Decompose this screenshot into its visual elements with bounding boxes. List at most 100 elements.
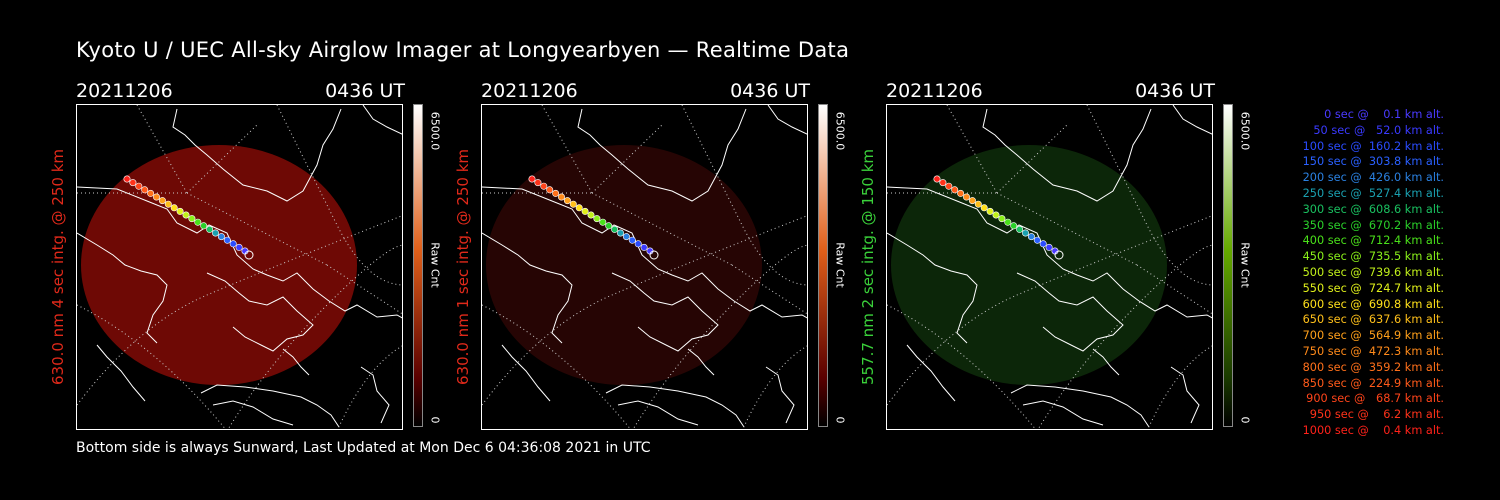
trajectory-altitude-legend: 0 sec @ 0.1 km alt. 50 sec @ 52.0 km alt.… (1262, 108, 1444, 440)
legend-row: 850 sec @ 224.9 km alt. (1302, 376, 1444, 390)
trajectory-point (581, 207, 589, 215)
trajectory-point (587, 211, 595, 219)
coastline (1016, 272, 1124, 352)
trajectory-point (1027, 233, 1035, 241)
coastline (482, 186, 807, 319)
colorbar-min-text: 0 (833, 416, 847, 424)
coastline (887, 186, 1212, 319)
trajectory-point (634, 240, 642, 248)
graticule-line (591, 124, 663, 194)
coastline (96, 344, 146, 402)
legend-row: 650 sec @ 637.6 km alt. (1302, 313, 1444, 327)
legend-row: 700 sec @ 564.9 km alt. (1302, 329, 1444, 343)
trajectory-point (188, 215, 196, 223)
colorbar-min-label: 0 (428, 410, 442, 430)
graticule-line (186, 124, 258, 194)
graticule-line (541, 105, 593, 194)
trajectory-point (563, 197, 571, 205)
trajectory-point (593, 215, 601, 223)
airglow-disk (81, 145, 357, 385)
allsky-map-image (76, 104, 403, 430)
trajectory-point (153, 193, 161, 201)
trajectory-point (158, 197, 166, 205)
coastline (906, 344, 956, 402)
coastline (362, 105, 402, 135)
footer-note: Bottom side is always Sunward, Last Upda… (76, 440, 651, 456)
trajectory-point (164, 200, 172, 208)
colorbar (413, 104, 423, 427)
trajectory-point (123, 175, 131, 183)
colorbar-min-text: 0 (1238, 416, 1252, 424)
colorbar-max-label: 6500.0 (833, 104, 847, 158)
colorbar-max-label: 6500.0 (428, 104, 442, 158)
legend-row: 150 sec @ 303.8 km alt. (1302, 155, 1444, 169)
panel-557nm-2sec: 20211206 0436 UT 557.7 nm 2 sec intg. @ … (859, 80, 1291, 440)
graticule-line (731, 264, 807, 315)
trajectory-point (147, 189, 155, 197)
trajectory-point (212, 229, 220, 237)
colorbar-min-text: 0 (428, 416, 442, 424)
graticule-line (227, 244, 402, 429)
allsky-map-svg (887, 105, 1212, 429)
trajectory-point (569, 200, 577, 208)
trajectory-point (1033, 236, 1041, 244)
legend-row: 950 sec @ 6.2 km alt. (1309, 408, 1444, 422)
legend-row: 750 sec @ 472.3 km alt. (1302, 344, 1444, 358)
coastline (1010, 384, 1150, 428)
legend-row: 500 sec @ 739.6 km alt. (1302, 265, 1444, 279)
trajectory-point (1004, 218, 1012, 226)
colorbar (818, 104, 828, 427)
trajectory-point (528, 175, 536, 183)
panel-date: 20211206 (76, 80, 173, 102)
legend-row: 0 sec @ 0.1 km alt. (1324, 108, 1444, 121)
trajectory-point (998, 215, 1006, 223)
trajectory-point (540, 182, 548, 190)
colorbar-max-text: 6500.0 (428, 111, 442, 151)
graticule-line (482, 215, 807, 406)
graticule-line (1037, 244, 1212, 429)
trajectory-point (980, 204, 988, 212)
airglow-disk (486, 145, 762, 385)
colorbar-min-label: 0 (833, 410, 847, 430)
coastline (282, 348, 310, 376)
panel-ylabel: 630.0 nm 4 sec intg. @ 250 km (48, 104, 68, 430)
coastline (887, 232, 978, 344)
coastline (206, 272, 314, 352)
legend-row: 350 sec @ 670.2 km alt. (1302, 218, 1444, 232)
graticule-line (1147, 345, 1212, 429)
coastline (482, 232, 573, 344)
colorbar-unit-text: Raw Cnt (1238, 242, 1252, 288)
allsky-map-svg (482, 105, 807, 429)
panel-630nm-4sec: 20211206 0436 UT 630.0 nm 4 sec intg. @ … (49, 80, 481, 440)
panel-date: 20211206 (481, 80, 578, 102)
trajectory-point (611, 225, 619, 233)
graticule-line (77, 215, 402, 406)
trajectory-point (622, 233, 630, 241)
trajectory-point (552, 189, 560, 197)
graticule-line (632, 244, 807, 429)
trajectory-point (605, 222, 613, 230)
coastline (1170, 366, 1200, 424)
airglow-disk (891, 145, 1167, 385)
legend-row: 200 sec @ 426.0 km alt. (1302, 171, 1444, 185)
trajectory-point (951, 186, 959, 194)
colorbar (1223, 104, 1233, 427)
trajectory-point (194, 218, 202, 226)
trajectory-point (599, 218, 607, 226)
trajectory-point (235, 243, 243, 251)
panel-time: 0436 UT (730, 80, 810, 102)
allsky-map-image (886, 104, 1213, 430)
coastline (212, 400, 294, 426)
trajectory-point (229, 240, 237, 248)
page-title: Kyoto U / UEC All-sky Airglow Imager at … (76, 38, 850, 62)
trajectory-point (640, 243, 648, 251)
graticule-line (887, 215, 1212, 406)
colorbar-max-label: 6500.0 (1238, 104, 1252, 158)
coastline (605, 384, 745, 428)
trajectory-point (575, 204, 583, 212)
panel-ylabel: 557.7 nm 2 sec intg. @ 150 km (858, 104, 878, 430)
legend-row: 100 sec @ 160.2 km alt. (1302, 139, 1444, 153)
legend-row: 400 sec @ 712.4 km alt. (1302, 234, 1444, 248)
panel-time: 0436 UT (325, 80, 405, 102)
trajectory-point (628, 236, 636, 244)
